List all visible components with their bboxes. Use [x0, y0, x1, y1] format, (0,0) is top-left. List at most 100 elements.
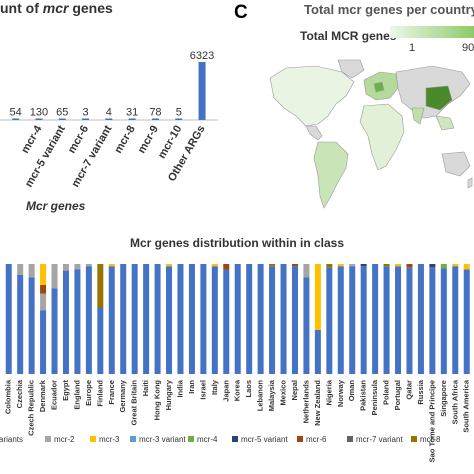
stacked-bar-segment	[211, 266, 218, 374]
europe-hotspot-shape	[373, 81, 385, 93]
stacked-bar-segment	[395, 266, 402, 374]
stacked-bar-segment	[349, 266, 356, 374]
map-legend-min: 1	[409, 42, 416, 54]
north-america-shape	[269, 65, 355, 127]
legend-label: mcr-2	[54, 435, 75, 444]
map-legend-title: Total MCR genes	[300, 29, 397, 43]
legend-label: mcr-6	[306, 435, 327, 444]
stacked-bar-segment	[269, 264, 276, 267]
country-label: South Africa	[450, 379, 459, 424]
bar-value-label: 4	[106, 107, 112, 119]
country-label: England	[72, 380, 81, 410]
stacked-bar-segment	[337, 264, 344, 267]
world-map	[256, 58, 474, 230]
bar-value-label: 130	[30, 107, 48, 119]
country-label: Laos	[244, 380, 253, 398]
stacked-bar-segment	[40, 264, 47, 285]
country-label: Portugal	[393, 380, 402, 410]
country-label: Lebanon	[256, 380, 265, 412]
bar-category-label: mcr-8	[112, 124, 137, 156]
stacked-bar-segment	[74, 264, 81, 270]
country-label: Netherlands	[301, 380, 310, 423]
stacked-bar-segment	[62, 270, 69, 374]
stacked-bar-segment	[395, 264, 402, 267]
stacked-bar-segment	[97, 308, 104, 374]
country-label: South America	[462, 379, 471, 432]
country-label: Peninsula	[370, 379, 379, 415]
stacked-bar-segment	[62, 264, 69, 271]
stacked-bar-segment	[17, 264, 24, 275]
stacked-bar-segment	[200, 264, 207, 374]
stacked-bar-segment	[223, 269, 230, 374]
bar	[58, 118, 66, 120]
stacked-bar-segment	[166, 264, 173, 267]
legend-swatch	[188, 436, 194, 442]
stacked-bar-segment	[452, 266, 459, 374]
country-label: India	[175, 379, 184, 397]
country-label: Singapore	[439, 380, 448, 417]
stacked-bar-segment	[303, 277, 310, 374]
bar	[128, 118, 136, 120]
country-label: Haiti	[141, 380, 150, 396]
stacked-bar-segment	[417, 264, 424, 374]
stacked-bar-segment	[291, 264, 298, 267]
india-shape	[411, 107, 425, 125]
stacked-bar-segment	[40, 310, 47, 374]
stacked-bar-segment	[246, 264, 253, 374]
country-label: Nepal	[290, 380, 299, 400]
country-label: Malaysia	[267, 379, 276, 411]
stacked-bar-segment	[74, 269, 81, 374]
southeast-asia-shape	[435, 115, 455, 131]
country-label: Czech Republic	[27, 380, 36, 436]
bar-value-label: 31	[126, 107, 138, 119]
bar-chart-title: unt of mcr genes	[0, 0, 113, 16]
stacked-bar-segment	[188, 264, 195, 374]
country-label: Russia	[416, 379, 425, 404]
stacked-bar-segment	[17, 275, 24, 374]
stacked-bar-segment	[154, 264, 161, 374]
africa-shape	[359, 103, 405, 171]
bar-value-label: 5	[176, 107, 182, 119]
country-label: Poland	[382, 380, 391, 405]
country-label: Colombia	[4, 379, 13, 414]
stacked-bar-segment	[5, 264, 12, 374]
new-zealand-shape	[467, 177, 473, 189]
stacked-bar-segment	[143, 264, 150, 374]
country-label: Czechia	[15, 379, 24, 408]
stacked-bar-segment	[383, 264, 390, 267]
stacked-bar-segment	[452, 264, 459, 267]
stacked-bar-segment	[314, 264, 321, 330]
country-label: Qatar	[404, 380, 413, 400]
stacked-bar-segment	[108, 266, 115, 374]
stacked-bar-segment	[28, 264, 35, 278]
panel-c-letter: C	[234, 2, 248, 23]
stacked-bar-segment	[85, 266, 92, 374]
stacked-bar-segment	[166, 266, 173, 374]
country-label: Norway	[336, 379, 345, 407]
bar	[105, 118, 113, 120]
stacked-bar-segment	[429, 264, 436, 268]
stacked-bar-segment	[269, 266, 276, 374]
country-label: Israel	[198, 380, 207, 400]
country-label: Hong Kong	[153, 380, 162, 421]
stacked-bar-segment	[463, 264, 470, 270]
bar-value-label: 78	[149, 107, 161, 119]
stacked-bar-segment	[440, 268, 447, 374]
stacked-bar-segment	[211, 264, 218, 267]
country-label: Europe	[84, 380, 93, 406]
stacked-bar-segment	[326, 267, 333, 374]
stacked-bar-segment	[360, 266, 367, 374]
country-label: Egypt	[61, 380, 70, 401]
stacked-bar-segment	[131, 264, 138, 374]
bar	[82, 118, 90, 120]
stacked-bar-segment	[406, 267, 413, 374]
stacked-bar-segment	[108, 264, 115, 267]
bar-value-label: 54	[10, 107, 22, 119]
legend-label: variants	[0, 435, 23, 444]
stacked-bar-segment	[463, 269, 470, 374]
stacked-bar-segment	[280, 264, 287, 374]
legend-label: mcr-8	[420, 435, 441, 444]
bar	[151, 118, 159, 120]
china-shape	[425, 85, 453, 111]
world-map-graphic	[256, 58, 474, 230]
